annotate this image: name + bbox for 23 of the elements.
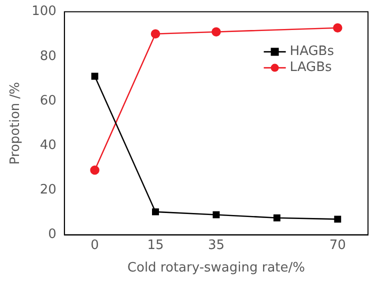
point — [273, 214, 280, 222]
point — [334, 216, 342, 223]
legend-label: LAGBs — [290, 60, 332, 76]
x-tick-label: 70 — [329, 238, 346, 253]
point — [212, 27, 221, 37]
y-tick-label: 40 — [40, 138, 56, 153]
x-tick-label: 35 — [208, 238, 224, 253]
point — [150, 29, 160, 39]
point — [91, 72, 98, 80]
y-tick-label: 0 — [48, 227, 56, 242]
point — [152, 208, 159, 216]
x-tick-label: 15 — [147, 238, 164, 253]
point — [90, 165, 100, 175]
x-tick-label: 0 — [90, 238, 99, 253]
y-tick-label: 60 — [40, 93, 56, 108]
y-tick-label: 80 — [40, 48, 56, 64]
legend-label: HAGBs — [290, 44, 334, 60]
y-axis-title: Propotion /% — [8, 82, 24, 165]
y-tick-label: 100 — [32, 4, 56, 20]
x-axis-title: Cold rotary-swaging rate/% — [127, 260, 306, 276]
point — [332, 23, 342, 33]
y-tick-label: 20 — [40, 182, 56, 198]
point — [212, 211, 220, 218]
